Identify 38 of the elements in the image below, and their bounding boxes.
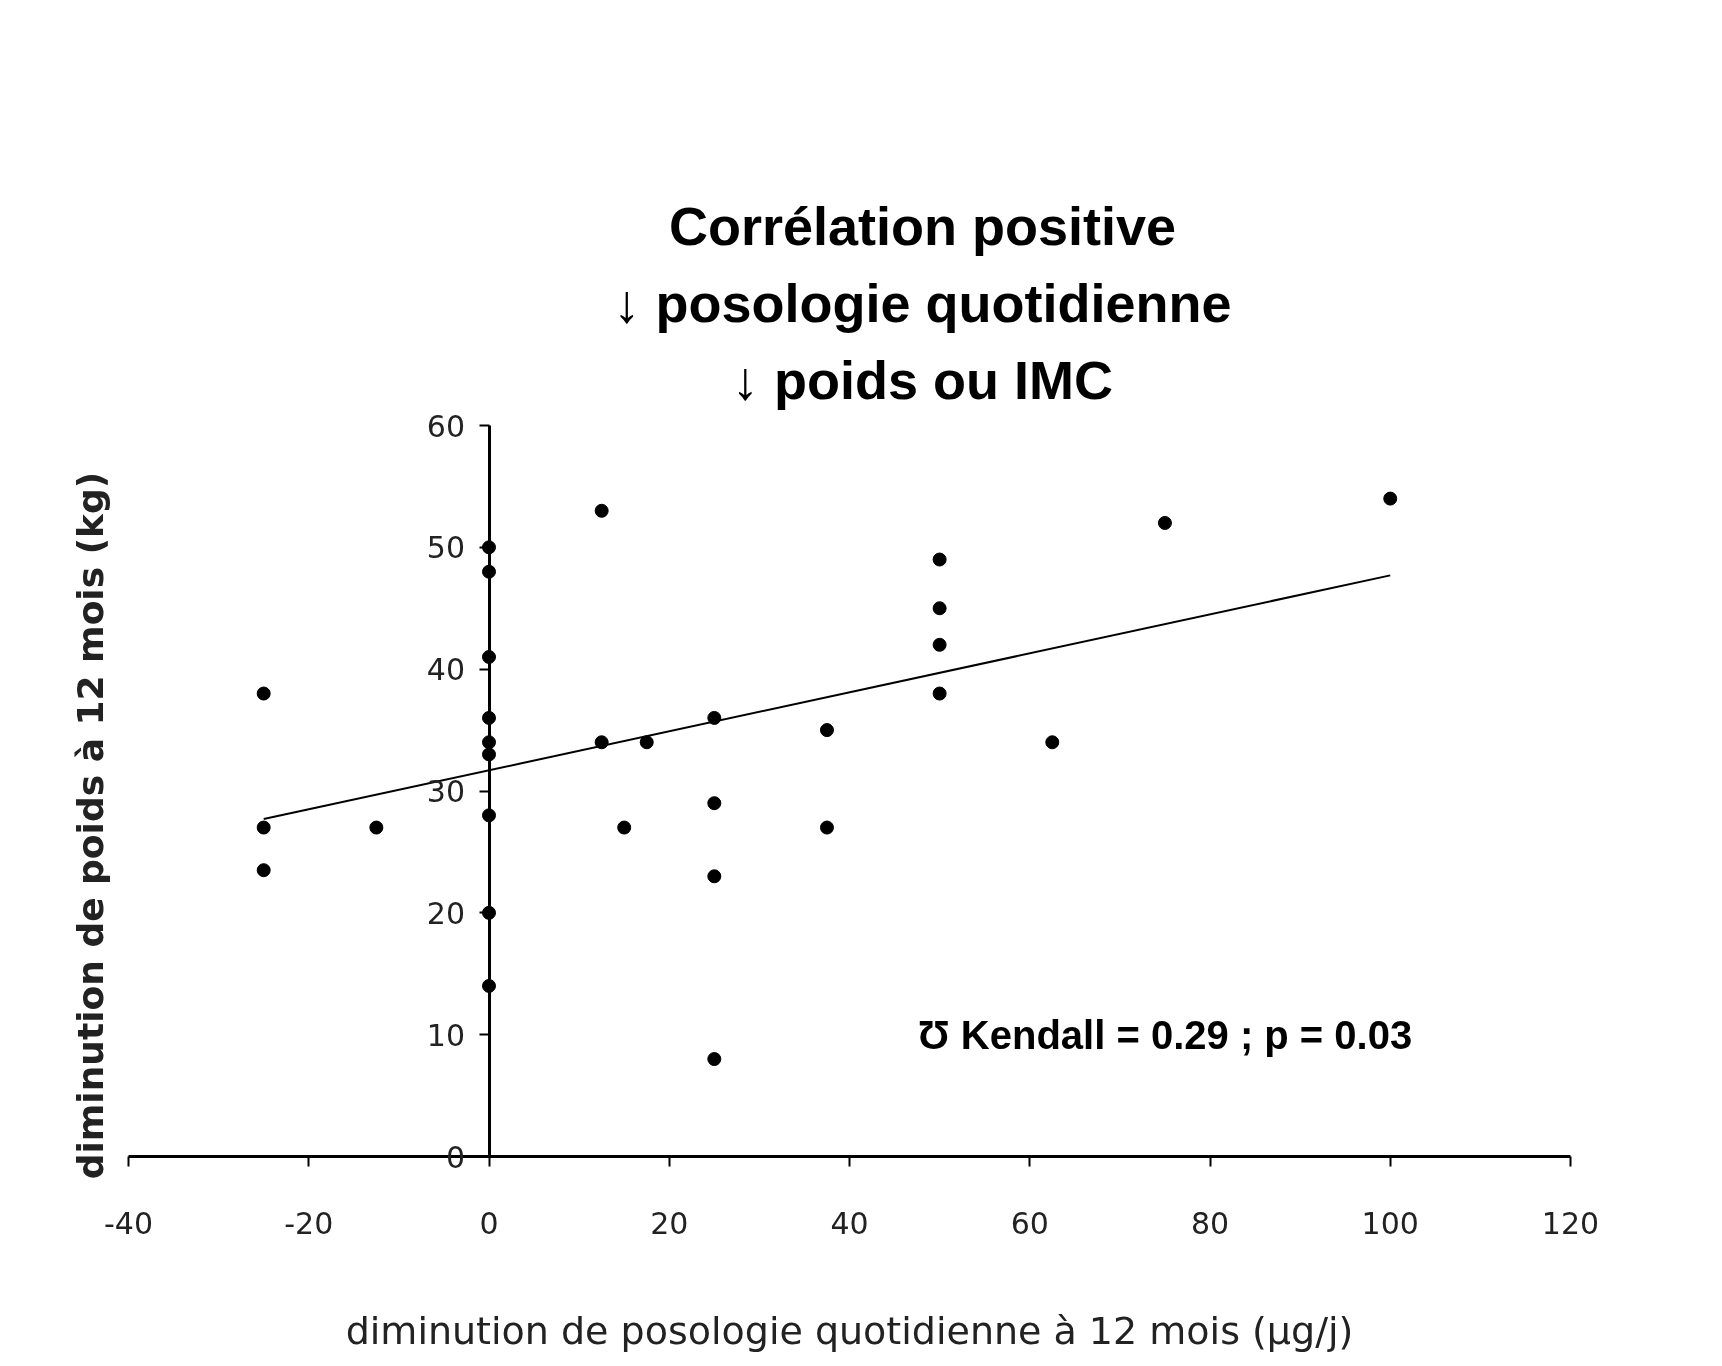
point <box>594 503 609 518</box>
x-tick-label: 100 <box>1361 1205 1419 1241</box>
y-tick-label: 60 <box>426 408 466 444</box>
x-tick-label: 60 <box>1010 1205 1049 1241</box>
point <box>617 820 632 835</box>
point <box>639 735 654 750</box>
text: Corrélation positive ↓ posologie quotidienne ↓ poids ou IMC <box>613 195 1232 410</box>
point <box>256 686 271 701</box>
point <box>256 863 271 878</box>
x-tick-label: 80 <box>1190 1205 1230 1241</box>
y-tick-label: 30 <box>426 774 466 809</box>
point <box>707 1052 722 1067</box>
point <box>932 601 947 616</box>
point <box>1157 515 1172 530</box>
y-tick-label: 50 <box>426 530 466 566</box>
y-tick-label: 20 <box>426 895 466 931</box>
x-tick-label: -20 <box>284 1205 334 1241</box>
point <box>369 820 384 835</box>
x-tick-label: 20 <box>650 1205 689 1241</box>
point <box>932 686 947 701</box>
x-tick-label: 0 <box>479 1205 499 1241</box>
point <box>932 637 947 652</box>
point <box>819 723 834 738</box>
y-axis-title: diminution de poids à 12 mois (kg) <box>70 471 111 1180</box>
y-tick-label: 40 <box>426 652 466 688</box>
point <box>707 796 722 811</box>
x-tick-label: 120 <box>1541 1205 1600 1241</box>
point <box>932 552 947 567</box>
point <box>819 820 834 835</box>
x-tick-label: 40 <box>830 1205 869 1241</box>
annotation: Ʊ Kendall = 0.29 ; p = 0.03 <box>917 1012 1413 1057</box>
point <box>1383 491 1398 506</box>
point <box>256 820 271 835</box>
point <box>707 869 722 884</box>
point <box>1045 735 1060 750</box>
y-tick-label: 10 <box>426 1017 466 1053</box>
x-tick-label: -40 <box>104 1205 153 1241</box>
x-axis-title: diminution de posologie quotidienne à 12 mois (µg/j) <box>345 1308 1354 1353</box>
